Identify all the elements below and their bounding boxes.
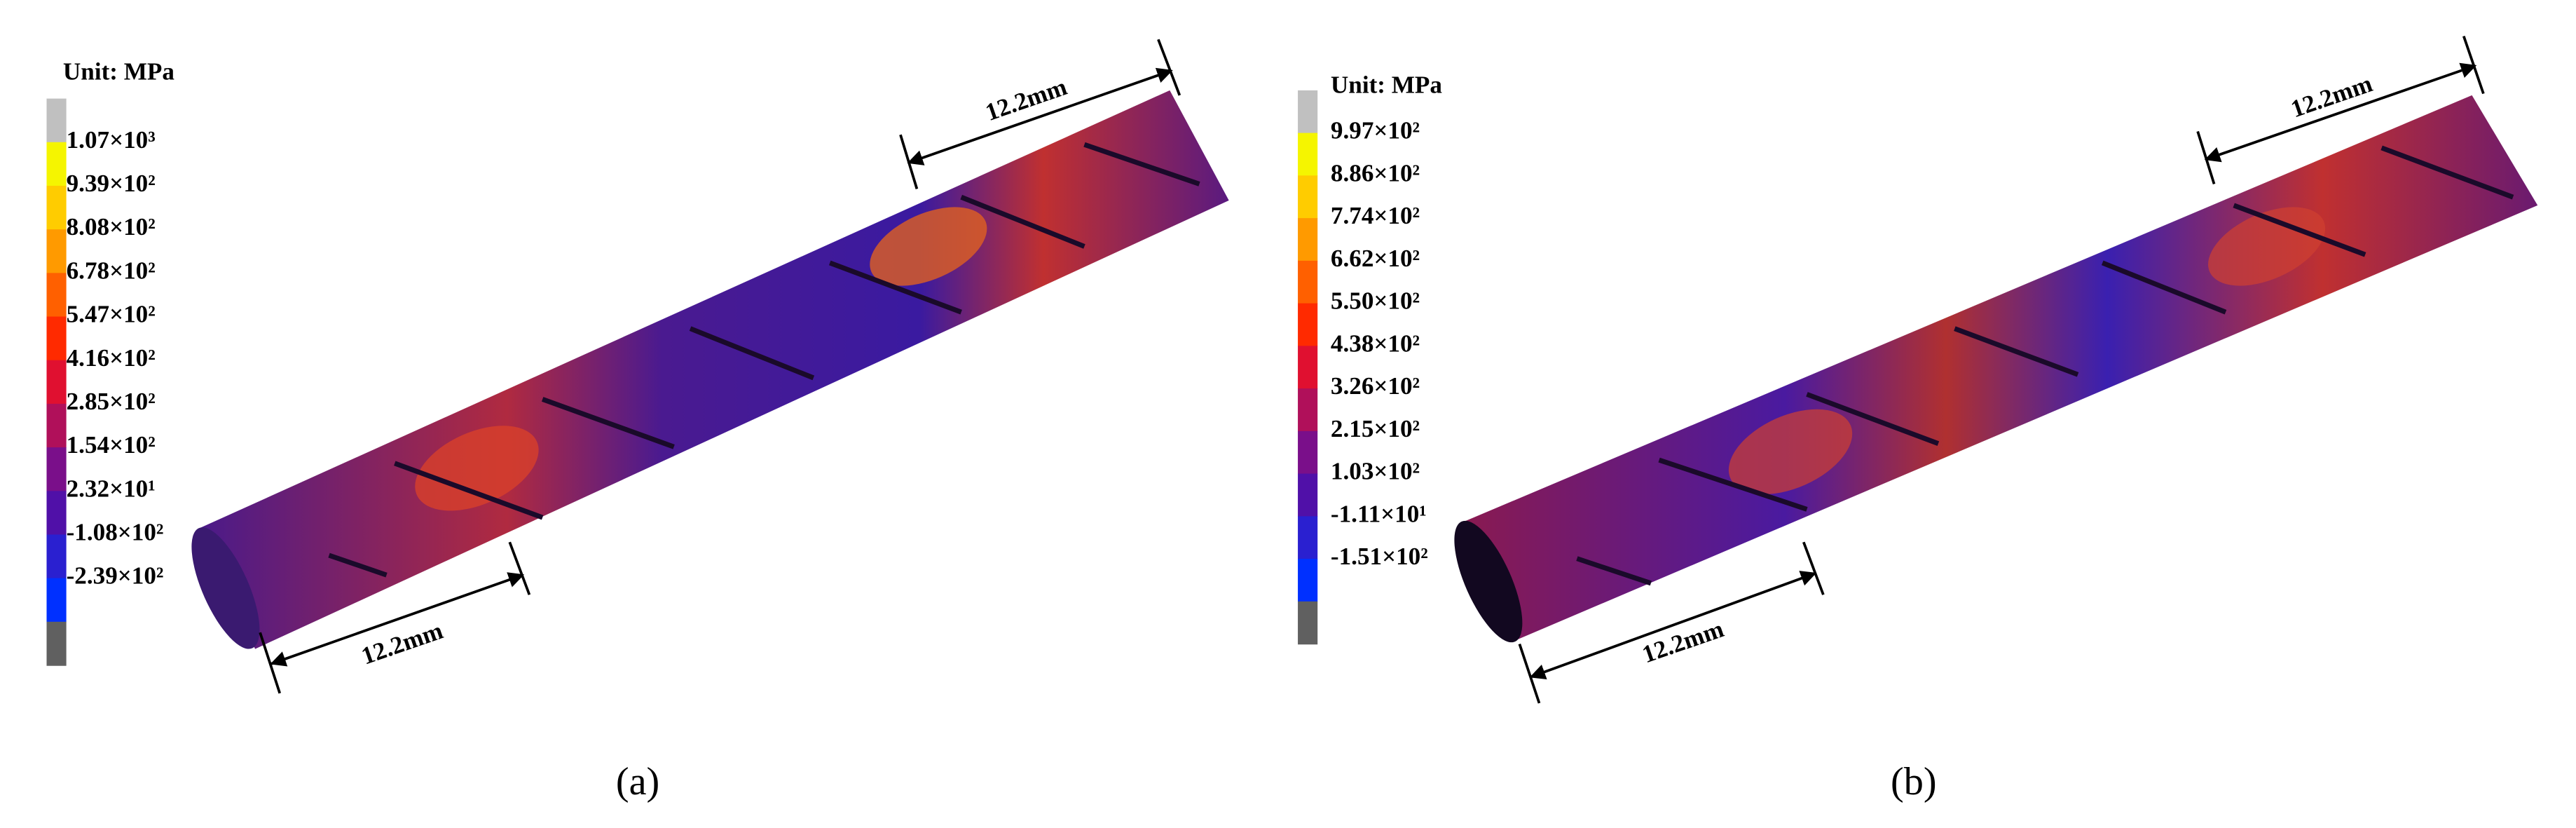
legend-label: -1.08×10² (67, 519, 164, 546)
legend-label: 4.16×10² (67, 344, 156, 372)
legend-label: 3.26×10² (1331, 372, 1420, 400)
colorbar-segment (1298, 601, 1318, 645)
legend-label: 8.08×10² (67, 213, 156, 240)
colorbar-segment (46, 621, 67, 666)
panel-label: (a) (616, 760, 659, 803)
colorbar-segment (46, 578, 67, 623)
legend-label: 4.38×10² (1331, 330, 1420, 357)
legend-label: -1.11×10¹ (1331, 500, 1427, 527)
colorbar-segment (1298, 346, 1318, 389)
legend-label: 5.47×10² (67, 301, 156, 328)
colorbar-segment (1298, 218, 1318, 262)
colorbar-segment (46, 142, 67, 186)
colorbar-segment (46, 98, 67, 143)
tube-model (191, 90, 1229, 649)
dimension-label: 12.2mm (1639, 615, 1727, 668)
colorbar-segment (46, 273, 67, 318)
colorbar-segment (1298, 516, 1318, 559)
legend-label: 9.39×10² (67, 170, 156, 197)
legend-label: -1.51×10² (1331, 543, 1428, 570)
dimension-lines (259, 35, 2485, 704)
colorbar-segment (1298, 473, 1318, 517)
colorbar-segment (1298, 133, 1318, 177)
colorbar-segment (46, 229, 67, 274)
legend-label: 1.54×10² (67, 431, 156, 459)
legend-label: 6.62×10² (1331, 245, 1420, 272)
legend-label: 2.15×10² (1331, 415, 1420, 442)
tube-model (1454, 95, 2538, 643)
colorbar-segment (46, 403, 67, 448)
legend-label: 2.32×10¹ (67, 475, 156, 502)
legend-label: 2.85×10² (67, 388, 156, 415)
colorbar-segment (1298, 303, 1318, 347)
colorbar-segment (1298, 388, 1318, 432)
colorbar-segment (46, 185, 67, 230)
colorbar-segment (1298, 559, 1318, 602)
colorbar-segment (46, 316, 67, 361)
colorbar-segment (1298, 260, 1318, 304)
dimension-label: 12.2mm (982, 73, 1070, 126)
unit-label: Unit: MPa (1331, 71, 1442, 98)
legend-label: -2.39×10² (67, 562, 164, 590)
colorbar-segment (1298, 90, 1318, 134)
legend-label: 1.03×10² (1331, 458, 1420, 485)
colorbar-segment (46, 491, 67, 536)
legend-label: 5.50×10² (1331, 287, 1420, 315)
legend-label: 6.78×10² (67, 257, 156, 284)
legend-label: 1.07×10³ (67, 126, 156, 154)
colorbar-segment (1298, 430, 1318, 475)
colorbar-segment (46, 360, 67, 405)
legend-label: 9.97×10² (1331, 117, 1420, 144)
legend-label: 7.74×10² (1331, 202, 1420, 229)
colorbar-segment (1298, 175, 1318, 219)
unit-label: Unit: MPa (63, 58, 174, 86)
dimension-label: 12.2mm (358, 617, 446, 670)
legend-label: 8.86×10² (1331, 159, 1420, 186)
colorbar-segment (46, 447, 67, 491)
panel-label: (b) (1891, 760, 1937, 803)
colorbar-segment (46, 534, 67, 579)
